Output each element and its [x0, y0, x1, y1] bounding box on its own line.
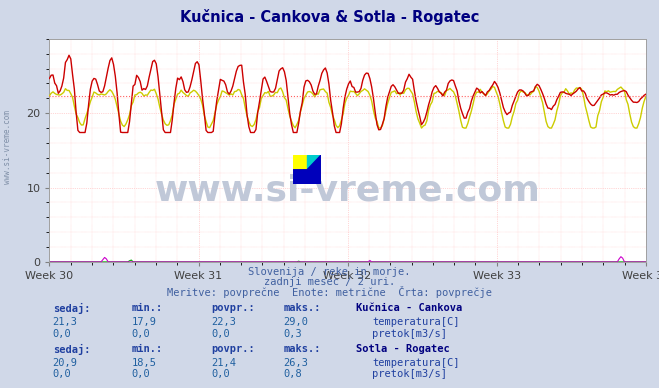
Text: 0,3: 0,3 [283, 329, 302, 339]
Text: Kučnica - Cankova & Sotla - Rogatec: Kučnica - Cankova & Sotla - Rogatec [180, 9, 479, 26]
Text: 21,3: 21,3 [53, 317, 78, 327]
Text: maks.:: maks.: [283, 344, 321, 354]
Text: www.si-vreme.com: www.si-vreme.com [155, 173, 540, 208]
Text: 0,0: 0,0 [211, 369, 229, 379]
Text: 20,9: 20,9 [53, 358, 78, 368]
Text: temperatura[C]: temperatura[C] [372, 358, 460, 368]
Text: sedaj:: sedaj: [53, 303, 90, 314]
Polygon shape [293, 155, 321, 184]
Text: min.:: min.: [132, 344, 163, 354]
Text: sedaj:: sedaj: [53, 344, 90, 355]
Text: Meritve: povprečne  Enote: metrične  Črta: povprečje: Meritve: povprečne Enote: metrične Črta:… [167, 286, 492, 298]
Text: 0,0: 0,0 [132, 369, 150, 379]
Polygon shape [307, 155, 321, 170]
Text: 17,9: 17,9 [132, 317, 157, 327]
Text: 0,0: 0,0 [53, 369, 71, 379]
Text: min.:: min.: [132, 303, 163, 314]
Text: 0,0: 0,0 [211, 329, 229, 339]
Text: 0,0: 0,0 [132, 329, 150, 339]
Text: pretok[m3/s]: pretok[m3/s] [372, 329, 447, 339]
Text: temperatura[C]: temperatura[C] [372, 317, 460, 327]
Text: www.si-vreme.com: www.si-vreme.com [3, 111, 13, 184]
Text: 18,5: 18,5 [132, 358, 157, 368]
Polygon shape [293, 155, 307, 170]
Text: 22,3: 22,3 [211, 317, 236, 327]
Text: 0,0: 0,0 [53, 329, 71, 339]
Text: Sotla - Rogatec: Sotla - Rogatec [356, 344, 449, 354]
Text: 0,8: 0,8 [283, 369, 302, 379]
Text: povpr.:: povpr.: [211, 303, 254, 314]
Text: Kučnica - Cankova: Kučnica - Cankova [356, 303, 462, 314]
Text: 26,3: 26,3 [283, 358, 308, 368]
Text: 29,0: 29,0 [283, 317, 308, 327]
Text: zadnji mesec / 2 uri.: zadnji mesec / 2 uri. [264, 277, 395, 288]
Text: Slovenija / reke in morje.: Slovenija / reke in morje. [248, 267, 411, 277]
Text: maks.:: maks.: [283, 303, 321, 314]
Text: povpr.:: povpr.: [211, 344, 254, 354]
Text: 21,4: 21,4 [211, 358, 236, 368]
Text: pretok[m3/s]: pretok[m3/s] [372, 369, 447, 379]
